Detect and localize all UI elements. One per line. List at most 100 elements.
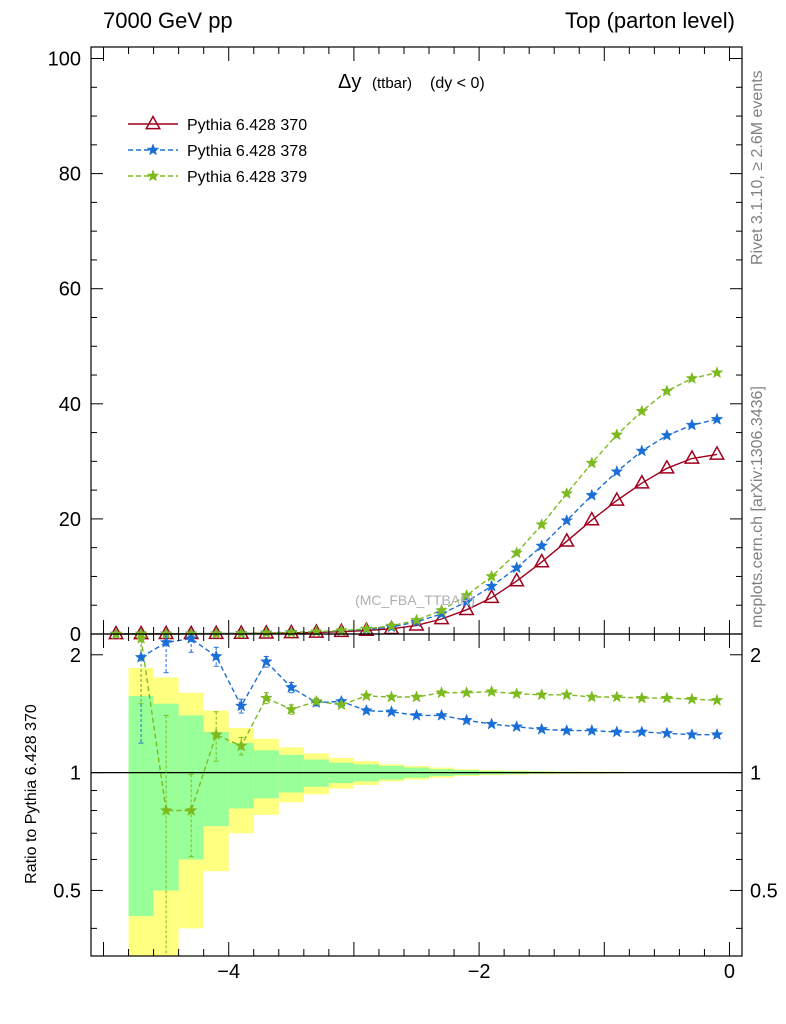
data-point-2-9 [335,623,348,636]
data-point-0-14 [458,600,475,616]
data-point-1-24 [710,412,724,425]
ratio-y-tick-label-left: 1 [70,763,81,785]
data-point-0-22 [658,459,675,474]
data-point-2-8 [309,624,323,638]
data-point-2-17 [535,518,549,531]
ratio-point-0-20 [635,725,649,738]
legend-label-0: Pythia 6.428 370 [187,117,307,134]
data-point-0-18 [558,532,575,547]
data-point-2-12 [410,613,423,626]
ratio-point-1-1 [159,803,173,816]
data-point-2-19 [585,456,599,469]
data-point-2-4 [209,627,223,640]
ratio-point-1-21 [660,691,674,704]
data-point-1-20 [610,464,624,478]
ratio-point-0-21 [660,726,674,739]
data-point-0-20 [608,491,625,506]
data-point-2-10 [360,622,373,635]
data-point-0-23 [683,449,700,464]
data-point-0-15 [483,588,500,604]
data-point-2-5 [234,626,248,639]
title-main: Δy [338,71,361,93]
data-point-1-16 [510,561,524,574]
data-point-2-15 [485,569,498,582]
band-inner-0 [128,695,154,917]
ratio-point-1-18 [585,690,599,703]
ratio-line-0 [140,637,717,736]
ratio-point-0-11 [410,708,423,721]
ratio-point-0-16 [535,722,549,735]
ratio-y-tick-label-left: 0.5 [53,880,81,902]
ratio-point-0-12 [435,708,448,721]
ratio-point-1-19 [610,690,624,703]
ratio-point-0-9 [360,703,373,717]
ratio-y-tick-label-right: 1 [750,763,761,785]
ratio-point-0-23 [710,727,724,741]
y-tick-label: 100 [48,49,81,71]
data-point-1-14 [460,595,473,608]
data-point-2-18 [560,486,574,499]
watermark: (MC_FBA_TTBAR) [355,592,475,608]
ratio-point-0-18 [585,723,599,737]
data-point-2-16 [510,546,524,559]
ratio-point-1-8 [335,698,348,711]
main-axes: 0 20 40 60 80 100 [48,46,743,646]
ratio-point-1-14 [485,685,498,698]
ratio-point-1-2 [184,803,198,816]
ratio-point-0-10 [385,705,398,718]
data-point-0-17 [533,553,550,568]
ratio-point-0-2 [184,631,198,644]
data-point-0-21 [633,474,650,489]
data-point-1-19 [585,488,599,501]
ratio-point-1-7 [309,694,323,707]
y-tick-label: 80 [59,164,81,186]
ratio-point-1-12 [435,685,448,699]
ratio-point-0-5 [259,654,273,668]
main-frame [90,46,743,635]
ratio-point-0-15 [510,719,524,733]
ratio-y-tick-label-left: 2 [70,645,81,667]
data-point-1-21 [635,444,649,457]
data-point-1-18 [560,513,574,527]
ratio-point-1-6 [284,702,298,715]
ratio-point-0-3 [209,649,223,662]
y-tick-label: 20 [59,509,81,531]
ratio-point-1-17 [560,688,574,701]
data-point-2-23 [685,371,699,384]
y-tick-label: 60 [59,279,81,301]
ratio-point-1-4 [234,739,248,752]
main-panel: 0 20 40 60 80 100 (MC_FBA_TTBAR) Δy (ttbar) (… [48,46,743,646]
ratio-point-0-0 [134,650,148,663]
data-point-2-14 [460,588,473,601]
ratio-point-1-20 [635,691,649,704]
ratio-point-1-9 [360,689,373,702]
y-tick-label: 40 [59,394,81,416]
ratio-frame [90,633,743,957]
data-point-0-19 [583,511,600,526]
data-point-2-20 [610,428,624,441]
chart-title: Δy (ttbar) (dy < 0) [338,71,485,93]
rivet-label: Rivet 3.1.10, ≥ 2.6M events [749,70,766,265]
band-inner-3 [203,731,229,827]
data-point-0-16 [508,572,525,587]
x-tick-label: −2 [468,961,491,983]
y-tick-label: 0 [70,624,81,646]
legend-label-2: Pythia 6.428 379 [187,169,307,186]
ratio-line-1 [140,638,718,812]
mcplots-label: mcplots.cern.ch [arXiv:1306.3436] [749,386,766,628]
ratio-y-tick-label-right: 0.5 [750,880,778,902]
title-sub: (ttbar) [372,75,412,92]
ratio-point-0-13 [460,713,473,726]
x-tick-label: −4 [217,961,240,983]
ratio-y-tick-label-right: 2 [750,645,761,667]
ratio-point-1-15 [510,687,524,700]
ratio-data-layer [91,631,742,957]
legend-marker-0 [144,114,162,130]
legend-marker-1 [146,143,160,156]
ratio-point-0-17 [560,723,574,737]
legend-label-1: Pythia 6.428 378 [187,143,307,160]
data-point-2-7 [284,625,298,638]
ratio-point-1-23 [710,693,724,706]
ratio-ylabel: Ratio to Pythia 6.428 370 [23,704,40,884]
